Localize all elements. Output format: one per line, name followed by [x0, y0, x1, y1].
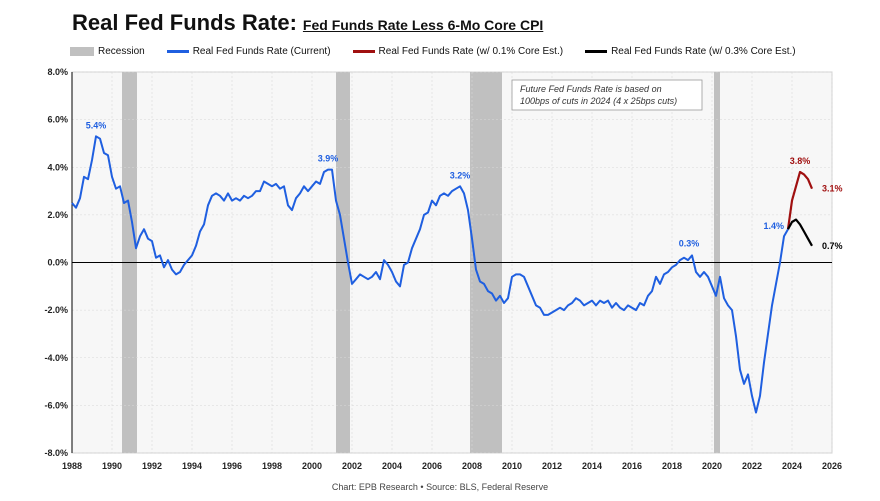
annotation-box: Future Fed Funds Rate is based on 100bps…: [511, 79, 703, 111]
y-tick-label: 4.0%: [47, 162, 68, 172]
x-tick-label: 1992: [142, 461, 162, 471]
x-tick-label: 1998: [262, 461, 282, 471]
data-label: 1.4%: [763, 221, 784, 231]
data-label: 5.4%: [86, 120, 107, 130]
x-tick-label: 2024: [782, 461, 802, 471]
chart-legend: Recession Real Fed Funds Rate (Current) …: [70, 44, 818, 58]
y-tick-label: -8.0%: [44, 448, 68, 458]
series-line-0: [71, 135, 789, 414]
annotation-frame: [511, 79, 703, 111]
legend-label-low-core: Real Fed Funds Rate (w/ 0.1% Core Est.): [378, 45, 564, 57]
series-line-2: [787, 218, 813, 247]
series-lines: [71, 135, 814, 414]
data-labels: 5.4% 3.9% 3.2% 0.3% 1.4% 3.8% 3.1% 0.7%: [86, 120, 843, 251]
chart-title-row: Real Fed Funds Rate: Fed Funds Rate Less…: [72, 10, 543, 40]
x-tick-label: 2010: [502, 461, 522, 471]
legend-item-recession: Recession: [70, 46, 145, 57]
x-tick-label: 2012: [542, 461, 562, 471]
x-tick-label: 2026: [822, 461, 842, 471]
y-tick-label: 6.0%: [47, 115, 68, 125]
x-tick-label: 1990: [102, 461, 122, 471]
x-tick-label: 1996: [222, 461, 242, 471]
y-tick-label: 8.0%: [47, 67, 68, 77]
x-tick-label: 2004: [382, 461, 402, 471]
x-tick-label: 1988: [62, 461, 82, 471]
axes: -8.0% -6.0% -4.0% -2.0% 0.0% 2.0% 4.0% 6.0% 8.0%…: [44, 67, 842, 471]
chart-source-note: Chart: EPB Research • Source: BLS, Feder…: [331, 482, 549, 492]
data-label: 3.9%: [318, 154, 339, 164]
x-tick-label: 2022: [742, 461, 762, 471]
x-tick-label: 2008: [462, 461, 482, 471]
legend-item-current: Real Fed Funds Rate (Current): [166, 45, 331, 57]
y-tick-label: -4.0%: [44, 353, 68, 363]
data-label: 3.2%: [450, 170, 471, 180]
legend-swatch-high-core: [585, 49, 608, 53]
legend-label-high-core: Real Fed Funds Rate (w/ 0.3% Core Est.): [611, 45, 796, 57]
grid-lines: [71, 71, 833, 454]
legend-item-low-core: Real Fed Funds Rate (w/ 0.1% Core Est.): [352, 45, 564, 57]
x-tick-label: 2020: [702, 461, 722, 471]
x-tick-label: 1994: [182, 461, 202, 471]
chart-title: Real Fed Funds Rate:: [72, 10, 297, 35]
series-line-1: [786, 170, 814, 230]
annotation-line-1: Future Fed Funds Rate is based on: [520, 84, 662, 94]
x-tick-label: 2014: [582, 461, 602, 471]
data-label: 3.8%: [790, 156, 811, 166]
y-tick-label: -6.0%: [44, 400, 68, 410]
chart-subtitle: Fed Funds Rate Less 6-Mo Core CPI: [302, 17, 544, 33]
data-label: 0.7%: [822, 241, 843, 251]
data-label: 3.1%: [822, 184, 843, 194]
y-tick-label: 0.0%: [47, 258, 68, 268]
legend-label-current: Real Fed Funds Rate (Current): [192, 45, 331, 57]
annotation-line-2: 100bps of cuts in 2024 (4 x 25bps cuts): [520, 96, 677, 106]
data-label: 0.3%: [679, 238, 700, 248]
legend-item-high-core: Real Fed Funds Rate (w/ 0.3% Core Est.): [585, 46, 796, 57]
y-tick-label: 2.0%: [47, 210, 68, 220]
y-tick-label: -2.0%: [44, 305, 68, 315]
x-tick-label: 2002: [342, 461, 362, 471]
x-tick-label: 2000: [302, 461, 322, 471]
x-tick-label: 2006: [422, 461, 442, 471]
x-tick-label: 2018: [662, 461, 682, 471]
legend-swatch-recession: [70, 46, 94, 56]
x-tick-label: 2016: [622, 461, 642, 471]
legend-swatch-low-core: [352, 49, 375, 53]
legend-swatch-current: [166, 49, 189, 53]
legend-label-recession: Recession: [98, 45, 145, 57]
